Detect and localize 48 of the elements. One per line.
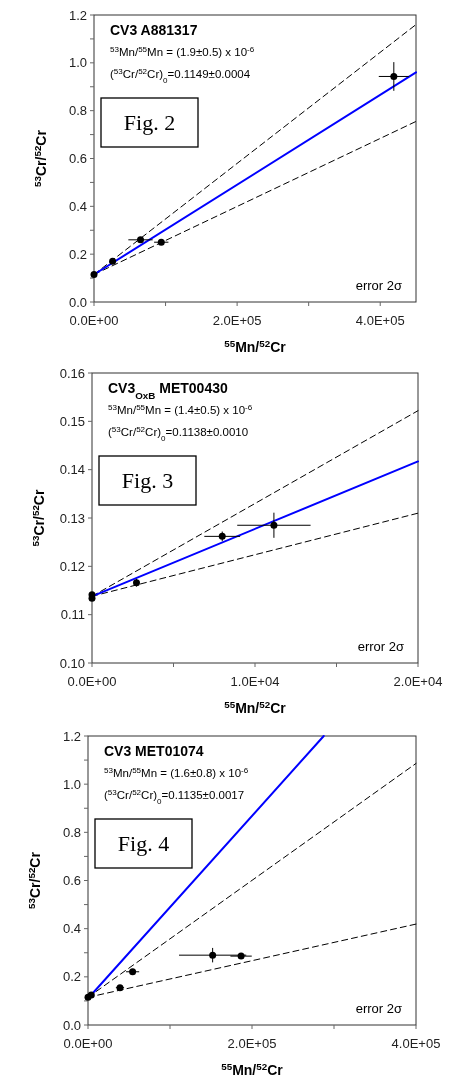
x-axis-title: $^{55}$Mn/$^{52}$Cr xyxy=(224,698,287,716)
annotation: error 2σ xyxy=(357,639,404,654)
x-tick-label: 2.0E+05 xyxy=(212,313,262,328)
y-tick-label: 1.2 xyxy=(62,728,81,744)
y-tick-label: 0.2 xyxy=(68,246,87,262)
annotation: $^{53}$Mn/$^{55}$Mn = (1.6±0.8) x 10$^{-6}$ xyxy=(104,765,249,779)
x-axis-title: $^{55}$Mn/$^{52}$Cr xyxy=(224,337,287,355)
y-tick-label: 1.2 xyxy=(68,7,87,23)
annotation: ($^{53}$Cr/$^{52}$Cr)$_{0}$=0.1138±0.0010 xyxy=(108,424,249,443)
y-tick-label: 0.4 xyxy=(68,198,87,214)
y-tick-label: 1.0 xyxy=(62,776,81,792)
x-tick-label: 2.0E+04 xyxy=(393,674,443,689)
text: CV3 MET01074 xyxy=(104,743,204,759)
annotation: ($^{53}$Cr/$^{52}$Cr)$_{0}$=0.1135±0.0017 xyxy=(104,787,245,806)
x-tick-label: 4.0E+05 xyxy=(391,1036,441,1051)
x-tick-label: 0.0E+00 xyxy=(67,674,117,689)
annotation: $^{53}$Mn/$^{55}$Mn = (1.4±0.5) x 10$^{-6}$ xyxy=(108,402,253,416)
y-tick-label: 0.12 xyxy=(59,558,85,574)
text: CV3 A881317 xyxy=(110,22,198,38)
x-tick-label: 0.0E+00 xyxy=(63,1036,113,1051)
y-tick-label: 0.16 xyxy=(59,365,85,381)
y-tick-label: 0.6 xyxy=(68,151,87,167)
annotation: Fig. 3 xyxy=(121,468,174,493)
y-tick-label: 0.2 xyxy=(62,969,81,985)
annotation: ($^{53}$Cr/$^{52}$Cr)$_{0}$=0.1149±0.0004 xyxy=(110,66,251,85)
x-tick-label: 0.0E+00 xyxy=(69,313,119,328)
y-tick-label: 0.8 xyxy=(68,103,87,119)
annotation: error 2σ xyxy=(355,278,402,293)
y-tick-label: 0.8 xyxy=(62,824,81,840)
y-tick-label: 0.6 xyxy=(62,873,81,889)
annotation: $^{53}$Mn/$^{55}$Mn = (1.9±0.5) x 10$^{-6}$ xyxy=(110,44,255,58)
x-tick-label: 4.0E+05 xyxy=(355,313,405,328)
y-tick-label: 0.13 xyxy=(59,510,85,526)
y-tick-label: 0.10 xyxy=(59,655,85,671)
y-tick-label: 1.0 xyxy=(68,55,87,71)
text: CV3$_{OxB}$ MET00430 xyxy=(108,380,228,401)
annotation: error 2σ xyxy=(355,1001,402,1016)
x-tick-label: 2.0E+05 xyxy=(227,1036,277,1051)
y-tick-label: 0.4 xyxy=(62,921,81,937)
annotation: Fig. 2 xyxy=(123,110,176,135)
y-tick-label: 0.0 xyxy=(68,294,87,310)
x-tick-label: 1.0E+04 xyxy=(230,674,280,689)
x-axis-title: $^{55}$Mn/$^{52}$Cr xyxy=(221,1060,284,1078)
y-tick-label: 0.15 xyxy=(59,413,85,429)
y-tick-label: 0.11 xyxy=(60,607,85,623)
y-tick-label: 0.0 xyxy=(62,1017,81,1033)
annotation: Fig. 4 xyxy=(117,831,170,856)
y-tick-label: 0.14 xyxy=(59,462,85,478)
